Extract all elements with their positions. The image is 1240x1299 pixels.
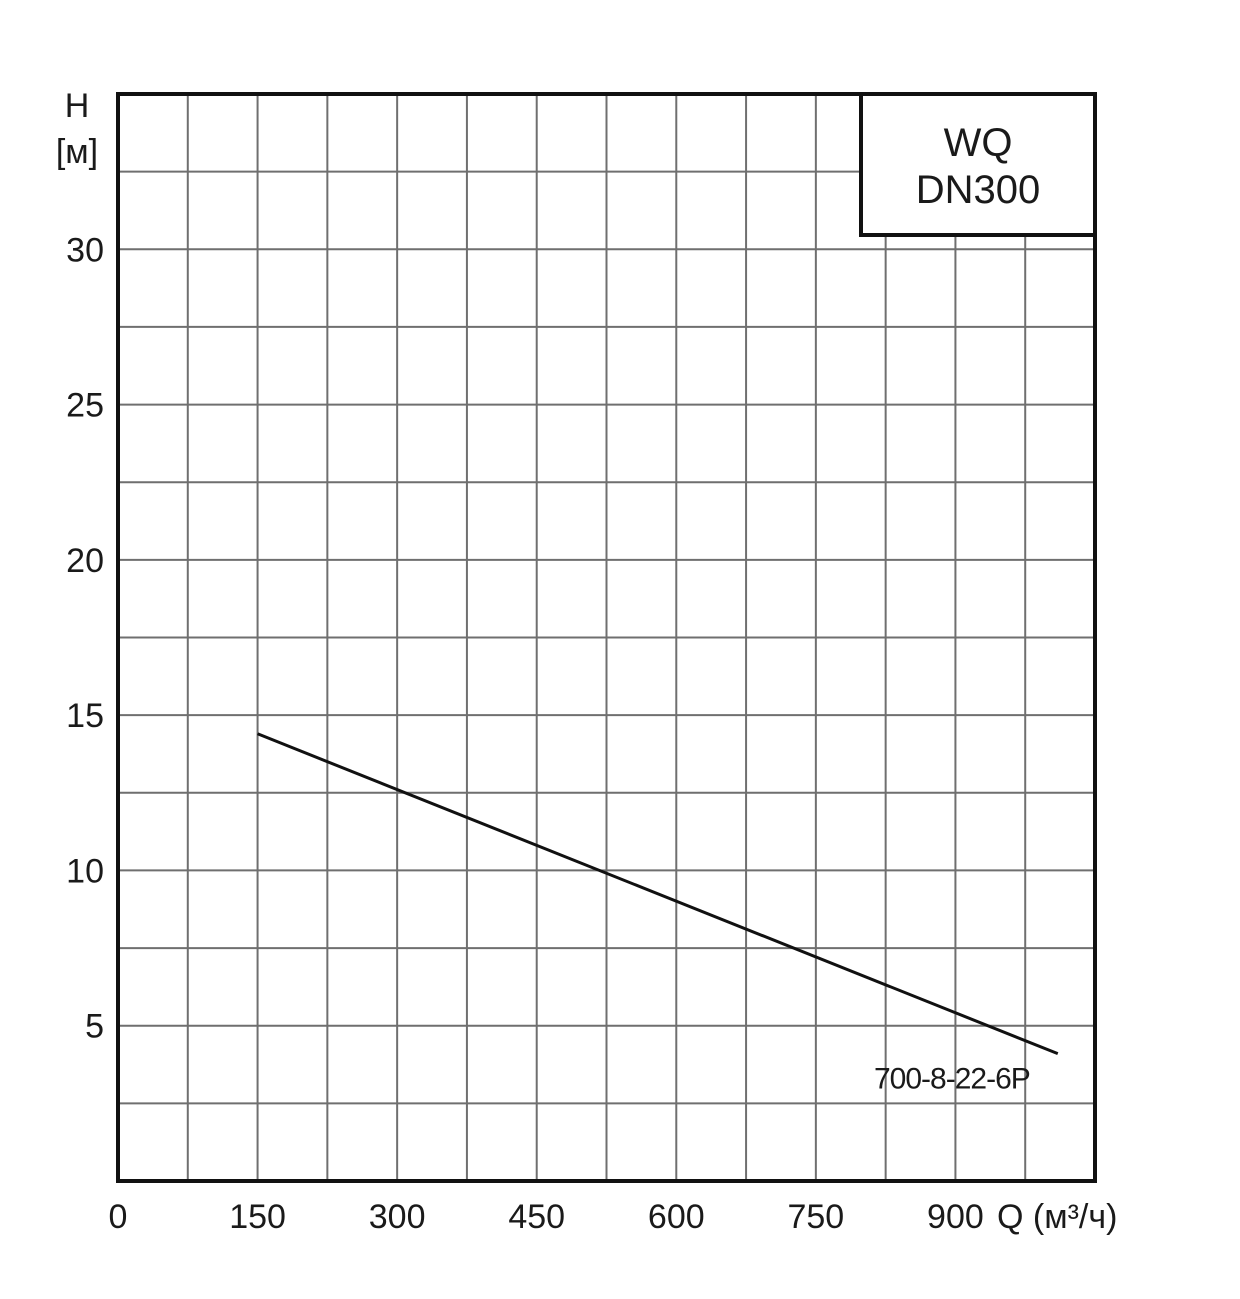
x-tick-label: 600 bbox=[648, 1198, 705, 1236]
y-tick-labels: 5 10 15 20 25 30 bbox=[66, 231, 104, 1045]
x-axis-label: Q (м³/ч) bbox=[997, 1198, 1117, 1236]
y-tick-label: 20 bbox=[66, 542, 104, 580]
series-group: 700-8-22-6P bbox=[257, 732, 1059, 1096]
grid bbox=[118, 94, 1095, 1181]
y-tick-label: 10 bbox=[66, 852, 104, 890]
y-axis-label-unit: [м] bbox=[56, 133, 98, 171]
model-size-label: DN300 bbox=[916, 168, 1041, 212]
model-series-label: WQ bbox=[944, 121, 1013, 165]
x-tick-label: 750 bbox=[787, 1198, 844, 1236]
x-tick-label: 900 bbox=[927, 1198, 984, 1236]
x-tick-label: 150 bbox=[229, 1198, 286, 1236]
y-tick-label: 15 bbox=[66, 697, 104, 735]
series-line bbox=[257, 732, 1059, 1056]
x-tick-label: 0 bbox=[109, 1198, 128, 1236]
y-axis-label-symbol: H bbox=[65, 87, 90, 125]
plot-frame bbox=[116, 92, 1097, 1183]
x-tick-label: 300 bbox=[369, 1198, 426, 1236]
series-label: 700-8-22-6P bbox=[874, 1063, 1030, 1096]
x-tick-label: 450 bbox=[508, 1198, 565, 1236]
model-title-box-frame bbox=[859, 92, 1097, 237]
x-tick-labels: 0 150 300 450 600 750 900 bbox=[109, 1198, 984, 1236]
model-title-box: WQ DN300 bbox=[859, 92, 1097, 237]
y-tick-label: 30 bbox=[66, 231, 104, 269]
y-tick-label: 25 bbox=[66, 387, 104, 425]
y-tick-label: 5 bbox=[85, 1008, 104, 1046]
